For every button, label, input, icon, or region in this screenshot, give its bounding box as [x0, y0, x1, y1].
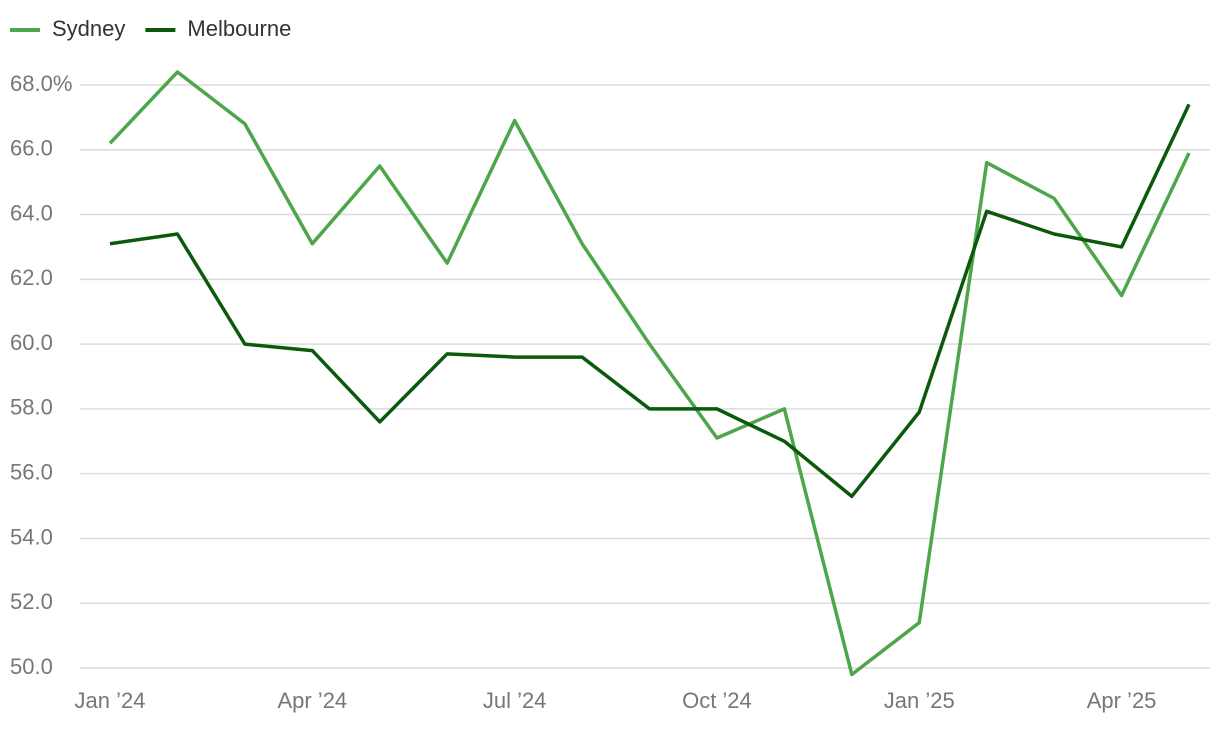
x-tick-label: Apr ’25	[1087, 688, 1157, 713]
legend-label: Melbourne	[187, 16, 291, 41]
y-tick-label: 62.0	[10, 265, 53, 290]
x-tick-label: Jul ’24	[483, 688, 547, 713]
y-tick-label: 54.0	[10, 524, 53, 549]
y-tick-label: 64.0	[10, 200, 53, 225]
y-tick-label: 58.0	[10, 395, 53, 420]
y-tick-label: 68.0%	[10, 71, 72, 96]
y-tick-label: 50.0	[10, 654, 53, 679]
y-tick-label: 52.0	[10, 589, 53, 614]
legend-label: Sydney	[52, 16, 125, 41]
x-tick-label: Jan ’25	[884, 688, 955, 713]
x-tick-label: Jan ’24	[75, 688, 146, 713]
x-tick-label: Oct ’24	[682, 688, 752, 713]
series-line	[109, 103, 1191, 499]
y-tick-label: 60.0	[10, 330, 53, 355]
y-tick-label: 66.0	[10, 136, 53, 161]
y-tick-label: 56.0	[10, 459, 53, 484]
x-tick-label: Apr ’24	[277, 688, 347, 713]
series-line	[108, 70, 1191, 677]
